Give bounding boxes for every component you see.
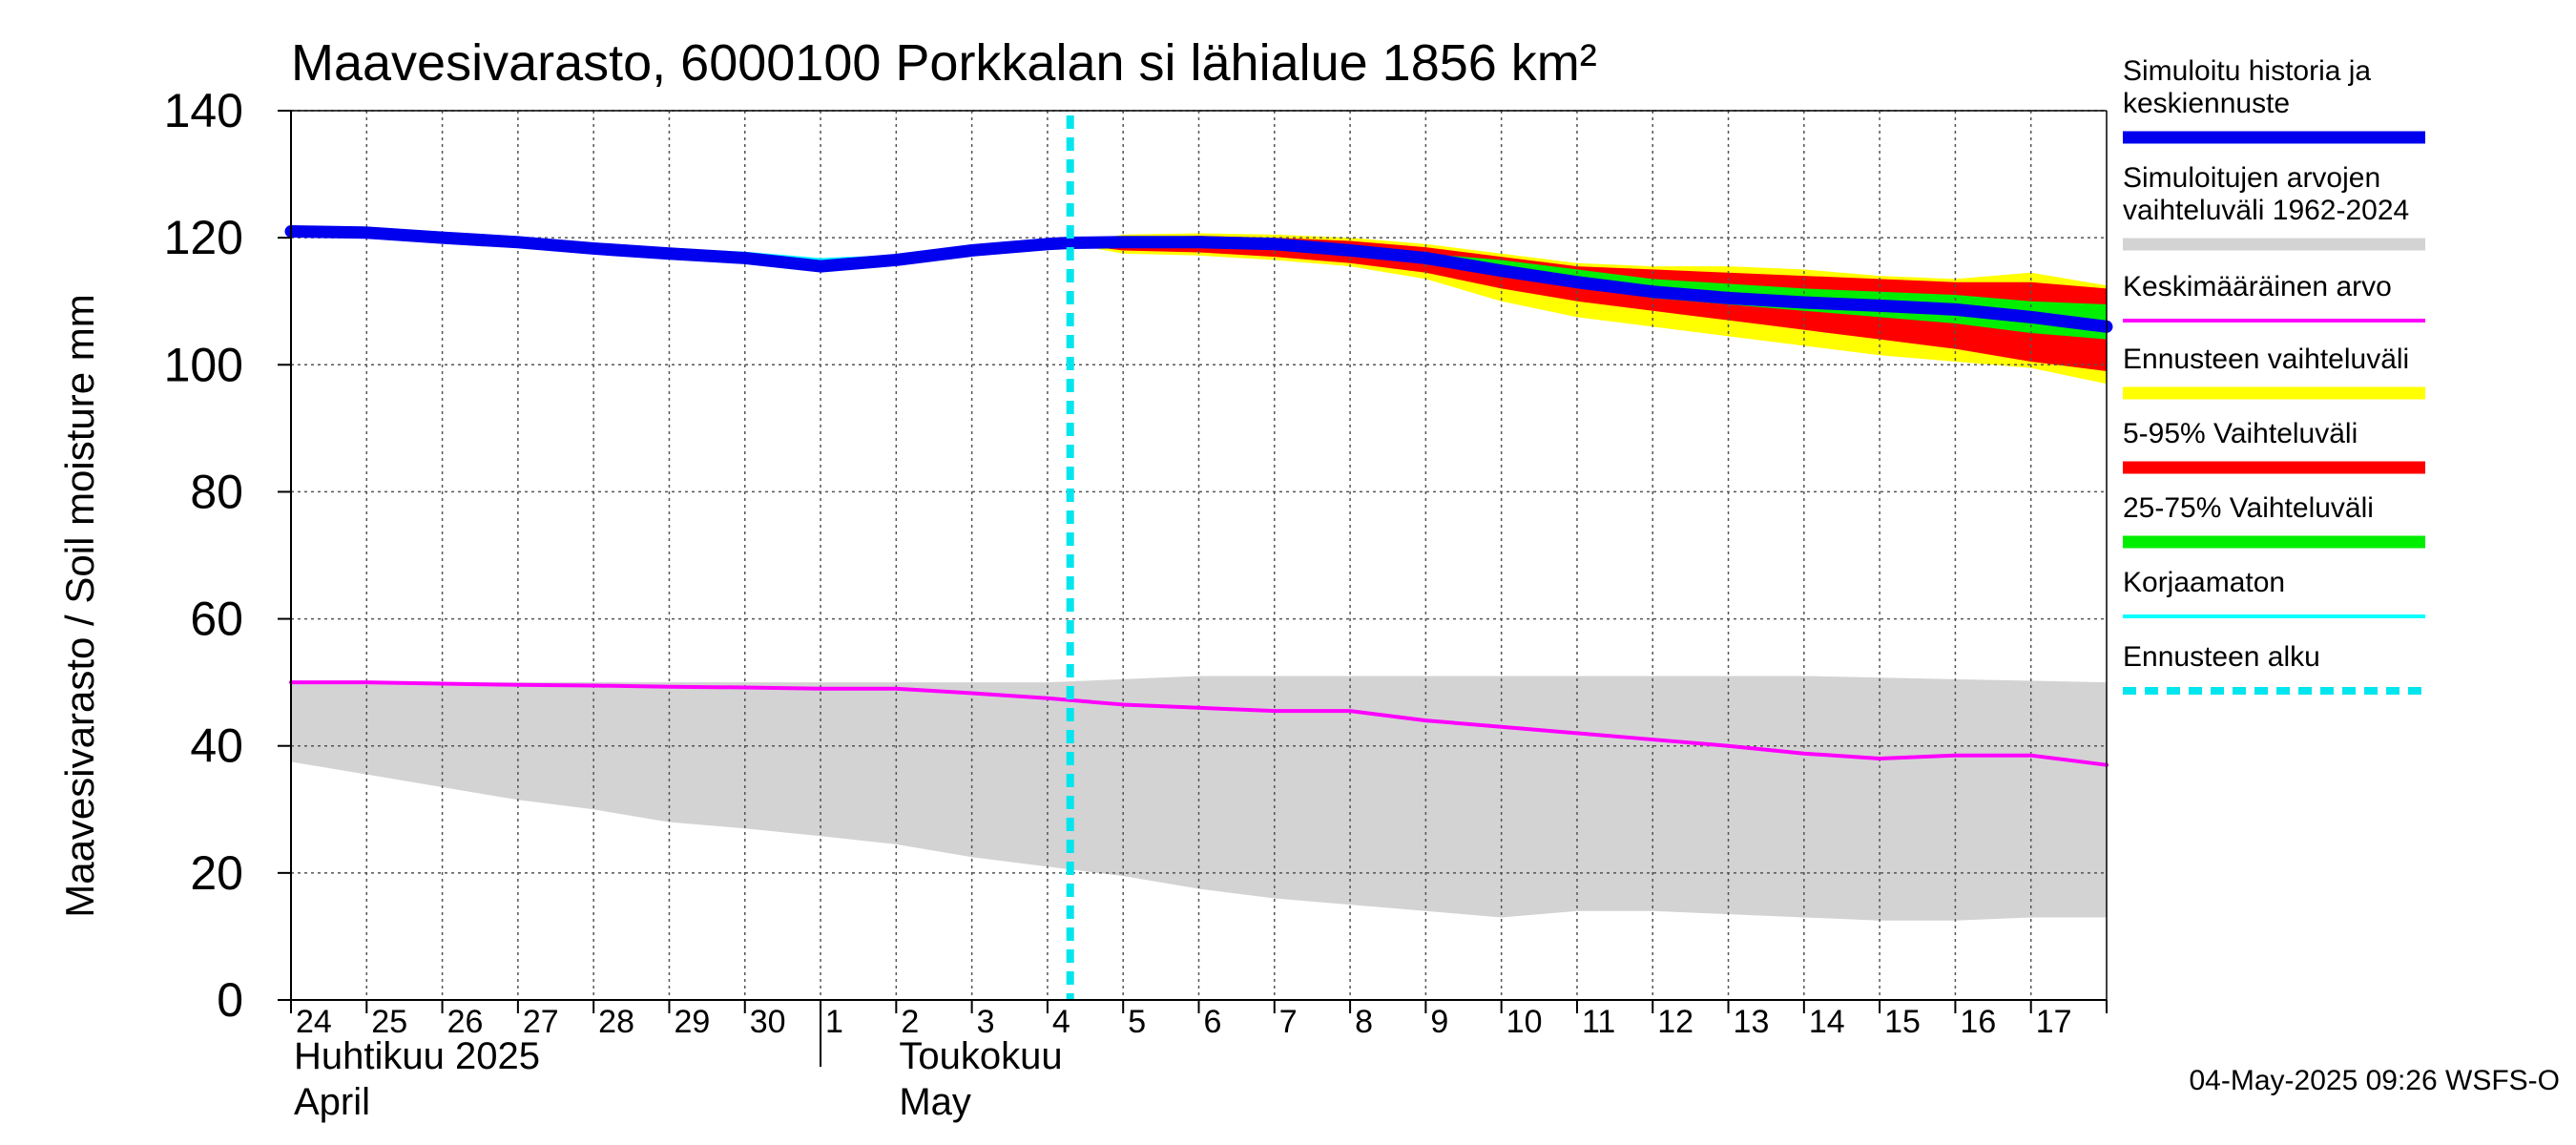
series-line-6 (284, 224, 2113, 333)
month-label-en-1: May (899, 1081, 971, 1123)
x-tick-label-16: 10 (1506, 1004, 1543, 1040)
x-tick-label-3: 27 (523, 1004, 559, 1040)
y-tick-label-0: 0 (217, 973, 243, 1027)
legend-label-5: 25-75% Vaihteluväli (2123, 492, 2374, 524)
chart-title: Maavesivarasto, 6000100 Porkkalan si läh… (291, 34, 1597, 92)
legend-label-4: 5-95% Vaihteluväli (2123, 418, 2358, 449)
month-label-1: Toukokuu (899, 1035, 1062, 1077)
legend-label-0: Simuloitu historia ja (2123, 55, 2371, 87)
x-tick-label-13: 7 (1279, 1004, 1298, 1040)
series-line-4 (289, 680, 2109, 767)
y-tick-label-4: 80 (190, 465, 243, 518)
legend-label-2: Keskimääräinen arvo (2123, 271, 2392, 302)
legend-label-1-b: vaihteluväli 1962-2024 (2123, 195, 2409, 226)
x-tick-label-2: 26 (447, 1004, 484, 1040)
x-tick-label-7: 1 (825, 1004, 843, 1040)
x-tick-label-15: 9 (1430, 1004, 1448, 1040)
x-tick-label-18: 12 (1657, 1004, 1693, 1040)
x-tick-label-17: 11 (1582, 1004, 1615, 1040)
timestamp-footer: 04-May-2025 09:26 WSFS-O (2190, 1065, 2561, 1096)
legend-label-3: Ennusteen vaihteluväli (2123, 344, 2409, 375)
y-tick-label-3: 60 (190, 593, 243, 646)
x-tick-label-23: 17 (2036, 1004, 2072, 1040)
x-tick-label-6: 30 (750, 1004, 786, 1040)
x-tick-label-22: 16 (1960, 1004, 1996, 1040)
x-tick-label-9: 3 (977, 1004, 995, 1040)
legend-label-0-b: keskiennuste (2123, 88, 2290, 119)
x-tick-label-8: 2 (901, 1004, 919, 1040)
y-tick-label-5: 100 (164, 338, 243, 391)
y-axis-label: Maavesivarasto / Soil moisture mm (57, 294, 102, 918)
legend-label-1: Simuloitujen arvojen (2123, 162, 2380, 194)
y-tick-label-6: 120 (164, 211, 243, 264)
x-tick-label-0: 24 (296, 1004, 332, 1040)
month-label-0: Huhtikuu 2025 (294, 1035, 540, 1077)
x-tick-label-19: 13 (1734, 1004, 1770, 1040)
y-tick-label-1: 20 (190, 846, 243, 900)
legend-label-7: Ennusteen alku (2123, 641, 2320, 673)
x-tick-label-21: 15 (1884, 1004, 1921, 1040)
band-1 (1070, 233, 2107, 385)
y-tick-label-2: 40 (190, 719, 243, 773)
y-tick-label-7: 140 (164, 84, 243, 137)
legend-label-6: Korjaamaton (2123, 567, 2285, 598)
month-label-en-0: April (294, 1081, 370, 1123)
x-tick-label-20: 14 (1809, 1004, 1845, 1040)
x-tick-label-14: 8 (1355, 1004, 1373, 1040)
x-tick-label-10: 4 (1052, 1004, 1070, 1040)
x-tick-label-5: 29 (674, 1004, 710, 1040)
x-tick-label-4: 28 (598, 1004, 634, 1040)
x-tick-label-12: 6 (1204, 1004, 1222, 1040)
x-tick-label-11: 5 (1128, 1004, 1146, 1040)
x-tick-label-1: 25 (371, 1004, 407, 1040)
